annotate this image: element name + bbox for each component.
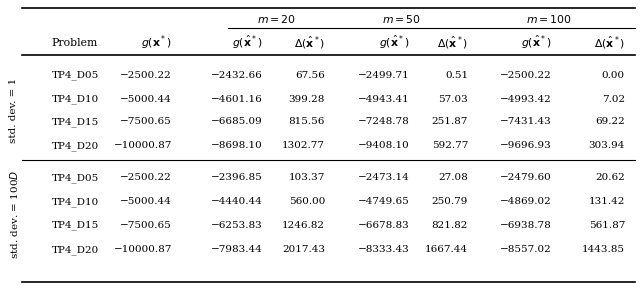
Text: 2017.43: 2017.43 xyxy=(282,246,325,255)
Text: −8698.10: −8698.10 xyxy=(211,142,263,151)
Text: −9696.93: −9696.93 xyxy=(500,142,552,151)
Text: TP4_D10: TP4_D10 xyxy=(51,94,99,104)
Text: −2479.60: −2479.60 xyxy=(500,173,552,182)
Text: 815.56: 815.56 xyxy=(289,117,325,126)
Text: 103.37: 103.37 xyxy=(289,173,325,182)
Text: −4601.16: −4601.16 xyxy=(211,95,263,104)
Text: TP4_D15: TP4_D15 xyxy=(51,220,99,230)
Text: $\Delta(\hat{\mathbf{x}}^*)$: $\Delta(\hat{\mathbf{x}}^*)$ xyxy=(437,35,468,52)
Text: 250.79: 250.79 xyxy=(431,197,468,206)
Text: −2396.85: −2396.85 xyxy=(211,173,263,182)
Text: $g(\hat{\mathbf{x}}^*)$: $g(\hat{\mathbf{x}}^*)$ xyxy=(522,34,552,52)
Text: 399.28: 399.28 xyxy=(289,95,325,104)
Text: −7500.65: −7500.65 xyxy=(120,220,172,229)
Text: −7431.43: −7431.43 xyxy=(500,117,552,126)
Text: 27.08: 27.08 xyxy=(438,173,468,182)
Text: 1246.82: 1246.82 xyxy=(282,220,325,229)
Text: 560.00: 560.00 xyxy=(289,197,325,206)
Text: −2500.22: −2500.22 xyxy=(120,70,172,79)
Text: 821.82: 821.82 xyxy=(431,220,468,229)
Text: −4749.65: −4749.65 xyxy=(358,197,410,206)
Text: 20.62: 20.62 xyxy=(595,173,625,182)
Text: −4440.44: −4440.44 xyxy=(211,197,263,206)
Text: TP4_D05: TP4_D05 xyxy=(51,70,99,80)
Text: $g(\mathbf{x}^*)$: $g(\mathbf{x}^*)$ xyxy=(141,34,172,52)
Text: −2499.71: −2499.71 xyxy=(358,70,410,79)
Text: 57.03: 57.03 xyxy=(438,95,468,104)
Text: 0.51: 0.51 xyxy=(445,70,468,79)
Text: $m = 50$: $m = 50$ xyxy=(382,13,421,25)
Text: −2500.22: −2500.22 xyxy=(500,70,552,79)
Text: −7983.44: −7983.44 xyxy=(211,246,263,255)
Text: −6253.83: −6253.83 xyxy=(211,220,263,229)
Text: −4869.02: −4869.02 xyxy=(500,197,552,206)
Text: 303.94: 303.94 xyxy=(589,142,625,151)
Text: TP4_D05: TP4_D05 xyxy=(51,173,99,183)
Text: 69.22: 69.22 xyxy=(595,117,625,126)
Text: −2500.22: −2500.22 xyxy=(120,173,172,182)
Text: −2432.66: −2432.66 xyxy=(211,70,263,79)
Text: −8333.43: −8333.43 xyxy=(358,246,410,255)
Text: TP4_D15: TP4_D15 xyxy=(51,117,99,127)
Text: $\Delta(\hat{\mathbf{x}}^*)$: $\Delta(\hat{\mathbf{x}}^*)$ xyxy=(294,35,325,52)
Text: −4993.42: −4993.42 xyxy=(500,95,552,104)
Text: −5000.44: −5000.44 xyxy=(120,197,172,206)
Text: −6678.83: −6678.83 xyxy=(358,220,410,229)
Text: Problem: Problem xyxy=(52,38,98,48)
Text: −8557.02: −8557.02 xyxy=(500,246,552,255)
Text: −6685.09: −6685.09 xyxy=(211,117,263,126)
Text: 1443.85: 1443.85 xyxy=(582,246,625,255)
Text: TP4_D20: TP4_D20 xyxy=(51,245,99,255)
Text: 131.42: 131.42 xyxy=(589,197,625,206)
Text: $m = 100$: $m = 100$ xyxy=(526,13,572,25)
Text: $g(\hat{\mathbf{x}}^*)$: $g(\hat{\mathbf{x}}^*)$ xyxy=(232,34,263,52)
Text: std. dev. = 1: std. dev. = 1 xyxy=(10,78,19,143)
Text: 251.87: 251.87 xyxy=(431,117,468,126)
Text: 1302.77: 1302.77 xyxy=(282,142,325,151)
Text: std. dev. = 100$D$: std. dev. = 100$D$ xyxy=(8,169,20,259)
Text: −4943.41: −4943.41 xyxy=(358,95,410,104)
Text: −2473.14: −2473.14 xyxy=(358,173,410,182)
Text: $g(\hat{\mathbf{x}}^*)$: $g(\hat{\mathbf{x}}^*)$ xyxy=(380,34,410,52)
Text: −7248.78: −7248.78 xyxy=(358,117,410,126)
Text: 592.77: 592.77 xyxy=(431,142,468,151)
Text: 7.02: 7.02 xyxy=(602,95,625,104)
Text: $\Delta(\hat{\mathbf{x}}^*)$: $\Delta(\hat{\mathbf{x}}^*)$ xyxy=(594,35,625,52)
Text: 0.00: 0.00 xyxy=(602,70,625,79)
Text: −6938.78: −6938.78 xyxy=(500,220,552,229)
Text: TP4_D10: TP4_D10 xyxy=(51,197,99,207)
Text: TP4_D20: TP4_D20 xyxy=(51,141,99,151)
Text: −10000.87: −10000.87 xyxy=(114,246,172,255)
Text: −7500.65: −7500.65 xyxy=(120,117,172,126)
Text: −9408.10: −9408.10 xyxy=(358,142,410,151)
Text: 561.87: 561.87 xyxy=(589,220,625,229)
Text: $m = 20$: $m = 20$ xyxy=(257,13,296,25)
Text: 1667.44: 1667.44 xyxy=(425,246,468,255)
Text: 67.56: 67.56 xyxy=(295,70,325,79)
Text: −10000.87: −10000.87 xyxy=(114,142,172,151)
Text: −5000.44: −5000.44 xyxy=(120,95,172,104)
